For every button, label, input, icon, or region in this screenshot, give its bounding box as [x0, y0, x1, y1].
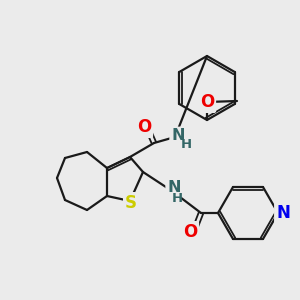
- Text: O: O: [137, 118, 151, 136]
- Text: O: O: [183, 223, 197, 241]
- Text: O: O: [200, 93, 214, 111]
- Text: N: N: [167, 181, 181, 196]
- Text: N: N: [276, 204, 290, 222]
- Text: S: S: [125, 194, 137, 212]
- Text: N: N: [171, 128, 185, 143]
- Text: H: H: [180, 139, 192, 152]
- Text: H: H: [171, 191, 183, 205]
